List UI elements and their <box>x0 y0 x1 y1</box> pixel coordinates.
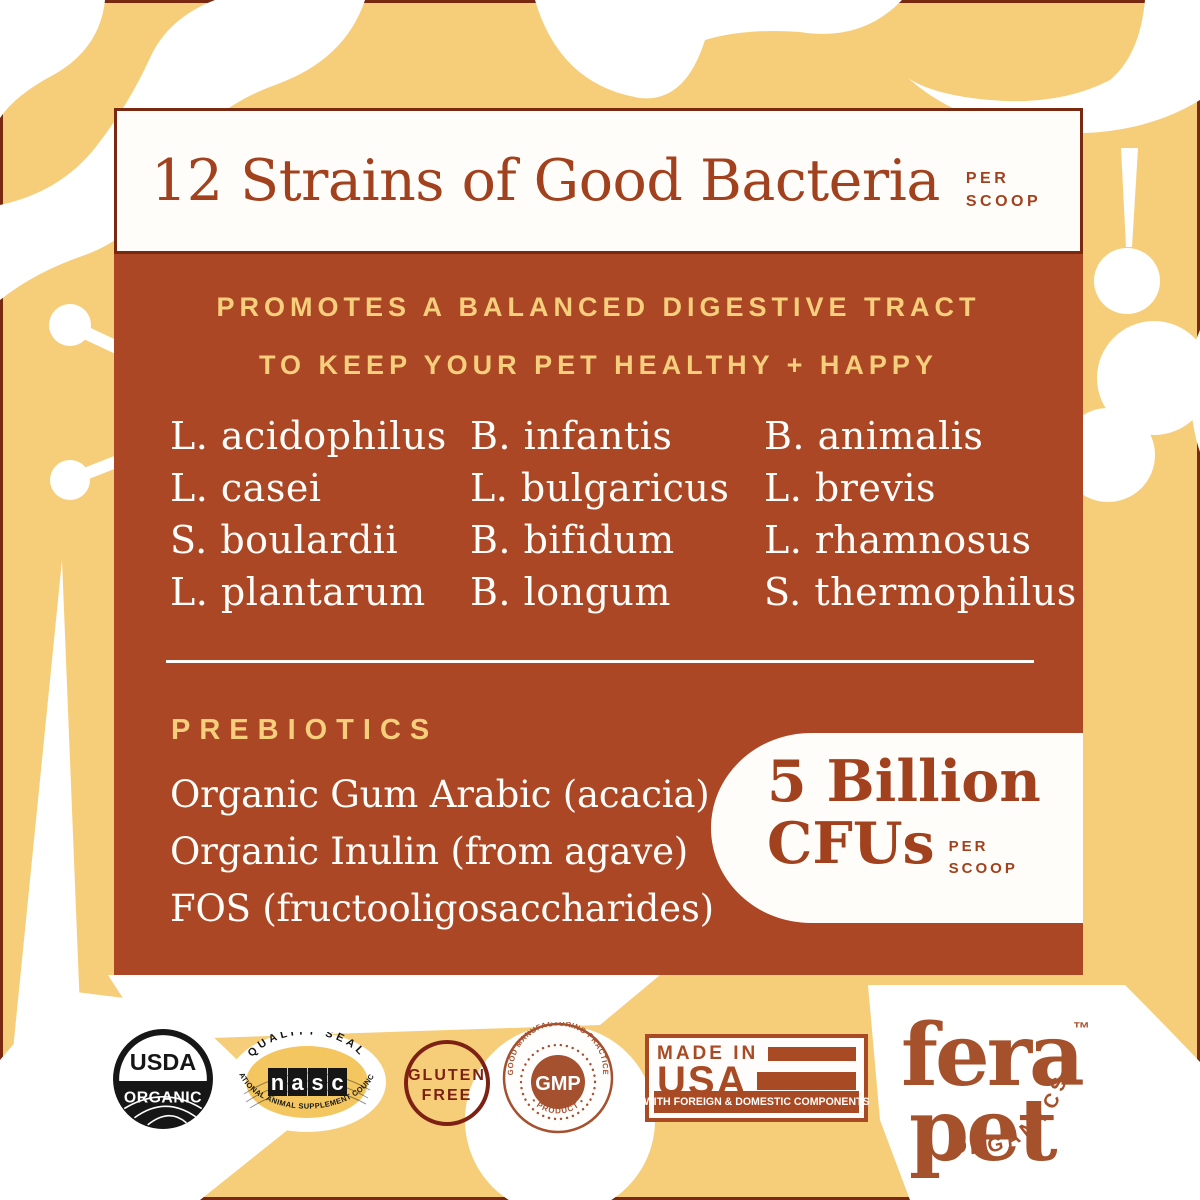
gmp-label: GMP <box>535 1073 581 1095</box>
info-panel: PROMOTES A BALANCED DIGESTIVE TRACT TO K… <box>114 254 1083 975</box>
gluten-label: GLUTEN <box>408 1067 486 1084</box>
nasc-letter: a <box>291 1070 304 1095</box>
cfu-unit: CFUs <box>767 809 935 877</box>
prebiotic-item: Organic Gum Arabic (acacia) <box>170 773 710 816</box>
strain-item: L. brevis <box>764 466 936 510</box>
nasc-letter: s <box>311 1070 323 1095</box>
nasc-letter: n <box>271 1070 284 1095</box>
strain-item: L. rhamnosus <box>764 518 1032 562</box>
prebiotic-item: FOS (fructooligosaccharides) <box>170 887 714 930</box>
prebiotic-item: Organic Inulin (from agave) <box>170 830 689 873</box>
promo-line-1: PROMOTES A BALANCED DIGESTIVE TRACT <box>216 292 981 322</box>
arc-letter: G <box>985 1133 1006 1158</box>
strain-item: B. infantis <box>470 414 673 458</box>
strain-list: L. acidophilus L. casei S. boulardii L. … <box>170 410 1077 618</box>
made-in-label: MADE IN <box>657 1043 759 1064</box>
scoop-label: SCOOP <box>948 860 1018 878</box>
strain-item: B. animalis <box>764 414 984 458</box>
strain-item: B. longum <box>470 570 671 614</box>
free-label: FREE <box>422 1087 473 1104</box>
components-label: WITH FOREIGN & DOMESTIC COMPONENTS <box>643 1096 870 1108</box>
strain-item: S. thermophilus <box>764 570 1077 614</box>
promo-line-2: TO KEEP YOUR PET HEALTHY + HAPPY <box>259 350 938 380</box>
logo-word-fera: fera <box>901 1008 1083 1106</box>
usda-organic-seal: USDA ORGANIC <box>113 1029 213 1129</box>
strain-item: L. bulgaricus <box>470 466 730 510</box>
strain-column: L. acidophilus L. casei S. boulardii L. … <box>170 410 470 618</box>
strain-column: B. infantis L. bulgaricus B. bifidum B. … <box>470 410 764 618</box>
strain-item: L. plantarum <box>170 570 426 614</box>
field-lines-icon <box>123 1096 203 1126</box>
divider-line <box>166 660 1034 663</box>
arc-letter: S <box>1047 1075 1072 1094</box>
gluten-free-badge: GLUTEN FREE <box>404 1040 490 1126</box>
dotted-ring-icon <box>519 1043 597 1121</box>
made-in-usa-badge: MADE IN USA WITH FOREIGN & DOMESTIC COMP… <box>644 1034 869 1122</box>
arc-letter: R <box>969 1137 985 1160</box>
header-title: 12 Strains of Good Bacteria <box>151 148 940 214</box>
components-strip: WITH FOREIGN & DOMESTIC COMPONENTS <box>644 1091 869 1113</box>
strain-column: B. animalis L. brevis L. rhamnosus S. th… <box>764 410 1077 618</box>
flag-stripe-icon <box>757 1072 856 1090</box>
logo-word-pet: pet <box>909 1080 1058 1181</box>
cfu-per-scoop: PER SCOOP <box>949 836 1018 881</box>
fera-pet-organics-logo: fera ™ pet O R G A N I C S <box>901 1008 1090 1181</box>
usda-label: USDA <box>130 1049 197 1075</box>
nasc-quality-seal: QUALITY SEAL n a s c NATIONAL ANIMAL SUP… <box>228 1032 386 1132</box>
nasc-letter: c <box>331 1070 343 1095</box>
gmp-seal: GOOD MANUFACTURING PRACTICE GMP • PRODUC… <box>502 1022 614 1134</box>
strain-item: L. acidophilus <box>170 414 447 458</box>
flag-stripe-icon <box>768 1047 856 1061</box>
cfu-amount: 5 Billion <box>767 748 1041 815</box>
cfu-callout: 5 Billion CFUs PER SCOOP <box>711 733 1083 923</box>
nasc-letter-tiles: n a s c <box>268 1068 347 1096</box>
prebiotics-heading: PREBIOTICS <box>171 714 439 746</box>
organic-label: ORGANIC <box>124 1089 202 1106</box>
trademark-symbol: ™ <box>1073 1019 1090 1038</box>
header-box: 12 Strains of Good Bacteria PER SCOOP <box>114 108 1083 254</box>
strain-item: S. boulardii <box>170 518 399 562</box>
scoop-label: SCOOP <box>965 193 1042 210</box>
arc-letter: O <box>950 1135 969 1159</box>
strain-item: L. casei <box>170 466 322 510</box>
header-per-scoop: PER SCOOP <box>966 167 1041 213</box>
per-label: PER <box>965 169 1010 187</box>
strain-item: B. bifidum <box>470 518 675 562</box>
prebiotics-list: Organic Gum Arabic (acacia) Organic Inul… <box>170 766 714 937</box>
per-label: PER <box>948 837 989 855</box>
